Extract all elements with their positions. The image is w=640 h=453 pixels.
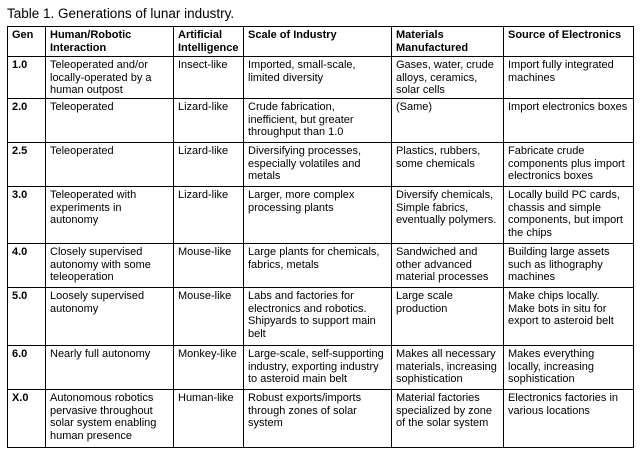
ai-cell: Lizard-like bbox=[173, 98, 244, 143]
gen-cell: 5.0 bbox=[7, 287, 46, 346]
ai-cell: Human-like bbox=[173, 389, 244, 448]
electronics-cell: Make chips locally. Make bots in situ fo… bbox=[503, 287, 634, 346]
scale-cell: Larger, more complex processing plants bbox=[243, 186, 392, 244]
ai-cell: Monkey-like bbox=[173, 345, 244, 390]
interaction-cell: Teleoperated bbox=[45, 98, 174, 143]
electronics-cell: Fabricate crude components plus import e… bbox=[503, 142, 634, 187]
scale-cell: Crude fabrication, inefficient, but grea… bbox=[243, 98, 392, 143]
interaction-cell: Closely supervised autonomy with some te… bbox=[45, 243, 174, 288]
materials-cell: Makes all necessary materials, increasin… bbox=[391, 345, 504, 390]
table-header-row: Gen Human/Robotic Interaction Artificial… bbox=[7, 26, 634, 57]
ai-cell: Lizard-like bbox=[173, 186, 244, 244]
table-row: 6.0 Nearly full autonomy Monkey-like Lar… bbox=[7, 345, 634, 390]
electronics-cell: Building large assets such as lithograph… bbox=[503, 243, 634, 288]
table-row: 1.0 Teleoperated and/or locally-operated… bbox=[7, 56, 634, 99]
table-row: 5.0 Loosely supervised autonomy Mouse-li… bbox=[7, 287, 634, 346]
materials-cell: Gases, water, crude alloys, ceramics, so… bbox=[391, 56, 504, 99]
table-row: 4.0 Closely supervised autonomy with som… bbox=[7, 243, 634, 288]
gen-cell: 2.5 bbox=[7, 142, 46, 187]
scale-cell: Diversifying processes, especially volat… bbox=[243, 142, 392, 187]
ai-cell: Mouse-like bbox=[173, 243, 244, 288]
table-row: X.0 Autonomous robotics pervasive throug… bbox=[7, 389, 634, 448]
materials-cell: Material factories specialized by zone o… bbox=[391, 389, 504, 448]
gen-cell: 2.0 bbox=[7, 98, 46, 143]
scale-cell: Labs and factories for electronics and r… bbox=[243, 287, 392, 346]
interaction-cell: Nearly full autonomy bbox=[45, 345, 174, 390]
gen-cell: 3.0 bbox=[7, 186, 46, 244]
gen-cell: 6.0 bbox=[7, 345, 46, 390]
electronics-cell: Makes everything locally, increasing sop… bbox=[503, 345, 634, 390]
interaction-cell: Loosely supervised autonomy bbox=[45, 287, 174, 346]
materials-cell: Plastics, rubbers, some chemicals bbox=[391, 142, 504, 187]
electronics-cell: Electronics factories in various locatio… bbox=[503, 389, 634, 448]
table-caption: Table 1. Generations of lunar industry. bbox=[7, 6, 235, 21]
interaction-cell: Teleoperated and/or locally-operated by … bbox=[45, 56, 174, 99]
ai-cell: Lizard-like bbox=[173, 142, 244, 187]
ai-cell: Mouse-like bbox=[173, 287, 244, 346]
table-row: 3.0 Teleoperated with experiments in aut… bbox=[7, 186, 634, 244]
interaction-cell: Teleoperated with experiments in autonom… bbox=[45, 186, 174, 244]
materials-cell: (Same) bbox=[391, 98, 504, 143]
lunar-industry-table: Gen Human/Robotic Interaction Artificial… bbox=[7, 26, 634, 448]
column-header-gen: Gen bbox=[7, 26, 46, 57]
column-header-interaction: Human/Robotic Interaction bbox=[45, 26, 174, 57]
scale-cell: Large plants for chemicals, fabrics, met… bbox=[243, 243, 392, 288]
electronics-cell: Import electronics boxes bbox=[503, 98, 634, 143]
ai-cell: Insect-like bbox=[173, 56, 244, 99]
materials-cell: Diversify chemicals, Simple fabrics, eve… bbox=[391, 186, 504, 244]
column-header-scale: Scale of Industry bbox=[243, 26, 392, 57]
scale-cell: Large-scale, self-supporting industry, e… bbox=[243, 345, 392, 390]
column-header-ai: Artificial Intelligence bbox=[173, 26, 244, 57]
interaction-cell: Autonomous robotics pervasive throughout… bbox=[45, 389, 174, 448]
gen-cell: X.0 bbox=[7, 389, 46, 448]
table-row: 2.0 Teleoperated Lizard-like Crude fabri… bbox=[7, 98, 634, 143]
scale-cell: Imported, small-scale, limited diversity bbox=[243, 56, 392, 99]
gen-cell: 4.0 bbox=[7, 243, 46, 288]
gen-cell: 1.0 bbox=[7, 56, 46, 99]
column-header-materials: Materials Manufactured bbox=[391, 26, 504, 57]
interaction-cell: Teleoperated bbox=[45, 142, 174, 187]
electronics-cell: Import fully integrated machines bbox=[503, 56, 634, 99]
column-header-electronics: Source of Electronics bbox=[503, 26, 634, 57]
materials-cell: Sandwiched and other advanced material p… bbox=[391, 243, 504, 288]
electronics-cell: Locally build PC cards, chassis and simp… bbox=[503, 186, 634, 244]
scale-cell: Robust exports/imports through zones of … bbox=[243, 389, 392, 448]
materials-cell: Large scale production bbox=[391, 287, 504, 346]
table-row: 2.5 Teleoperated Lizard-like Diversifyin… bbox=[7, 142, 634, 187]
